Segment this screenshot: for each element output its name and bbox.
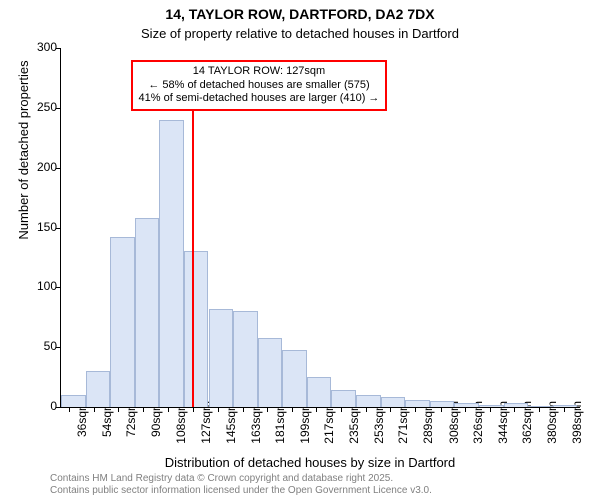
x-tick-mark <box>118 407 119 412</box>
chart-title: 14, TAYLOR ROW, DARTFORD, DA2 7DX <box>0 6 600 22</box>
x-tick-label: 72sqm <box>124 401 138 457</box>
chart-container: { "chart": { "type": "histogram", "title… <box>0 0 600 500</box>
property-marker-line <box>192 60 194 407</box>
y-tick-label: 250 <box>23 100 57 114</box>
x-tick-mark <box>168 407 169 412</box>
x-tick-mark <box>143 407 144 412</box>
x-tick-mark <box>341 407 342 412</box>
x-tick-mark <box>316 407 317 412</box>
x-tick-mark <box>267 407 268 412</box>
histogram-bar <box>553 405 578 407</box>
x-tick-label: 253sqm <box>372 401 386 457</box>
y-tick-label: 200 <box>23 160 57 174</box>
x-tick-mark <box>94 407 95 412</box>
y-tick-mark <box>56 48 61 49</box>
x-tick-label: 36sqm <box>75 401 89 457</box>
y-tick-label: 50 <box>23 339 57 353</box>
histogram-bar <box>159 120 184 407</box>
x-tick-mark <box>218 407 219 412</box>
histogram-bar <box>430 401 455 407</box>
histogram-bar <box>258 338 283 407</box>
x-tick-label: 163sqm <box>249 401 263 457</box>
x-tick-label: 217sqm <box>322 401 336 457</box>
histogram-bar <box>356 395 381 407</box>
x-tick-mark <box>69 407 70 412</box>
y-tick-label: 0 <box>23 399 57 413</box>
y-tick-label: 100 <box>23 279 57 293</box>
x-tick-mark <box>564 407 565 412</box>
histogram-bar <box>504 403 529 407</box>
x-tick-label: 344sqm <box>496 401 510 457</box>
histogram-bar <box>454 403 479 407</box>
x-tick-label: 398sqm <box>570 401 584 457</box>
histogram-bar <box>135 218 160 407</box>
x-tick-mark <box>539 407 540 412</box>
histogram-bar <box>61 395 86 407</box>
x-tick-mark <box>441 407 442 412</box>
x-tick-label: 362sqm <box>520 401 534 457</box>
x-tick-mark <box>415 407 416 412</box>
histogram-bar <box>528 406 553 407</box>
x-tick-label: 108sqm <box>174 401 188 457</box>
x-tick-mark <box>193 407 194 412</box>
histogram-bar <box>110 237 135 407</box>
x-tick-label: 90sqm <box>149 401 163 457</box>
histogram-bar <box>331 390 356 407</box>
x-tick-mark <box>243 407 244 412</box>
y-tick-mark <box>56 287 61 288</box>
x-tick-mark <box>490 407 491 412</box>
annotation-line-2: ← 58% of detached houses are smaller (57… <box>139 79 380 93</box>
x-tick-label: 235sqm <box>347 401 361 457</box>
x-tick-label: 271sqm <box>396 401 410 457</box>
annotation-line-3: 41% of semi-detached houses are larger (… <box>139 92 380 106</box>
histogram-bar <box>282 350 307 407</box>
y-tick-label: 150 <box>23 220 57 234</box>
y-tick-mark <box>56 347 61 348</box>
y-tick-mark <box>56 407 61 408</box>
chart-subtitle: Size of property relative to detached ho… <box>0 26 600 41</box>
histogram-bar <box>307 377 332 407</box>
y-tick-label: 300 <box>23 40 57 54</box>
histogram-bar <box>381 397 406 407</box>
x-tick-label: 308sqm <box>447 401 461 457</box>
x-tick-mark <box>465 407 466 412</box>
x-axis-label: Distribution of detached houses by size … <box>50 455 570 470</box>
x-tick-mark <box>366 407 367 412</box>
y-tick-mark <box>56 108 61 109</box>
footer-line-1: Contains HM Land Registry data © Crown c… <box>50 473 432 485</box>
y-tick-mark <box>56 168 61 169</box>
x-tick-mark <box>292 407 293 412</box>
histogram-bar <box>479 405 504 407</box>
x-tick-label: 380sqm <box>545 401 559 457</box>
x-tick-mark <box>514 407 515 412</box>
annotation-line-1: 14 TAYLOR ROW: 127sqm <box>139 65 380 79</box>
x-tick-mark <box>390 407 391 412</box>
x-tick-label: 127sqm <box>199 401 213 457</box>
footer-attribution: Contains HM Land Registry data © Crown c… <box>50 473 432 496</box>
annotation-box: 14 TAYLOR ROW: 127sqm← 58% of detached h… <box>131 60 388 111</box>
x-tick-label: 145sqm <box>224 401 238 457</box>
histogram-bar <box>184 251 209 407</box>
x-tick-label: 289sqm <box>421 401 435 457</box>
x-tick-label: 181sqm <box>273 401 287 457</box>
histogram-bar <box>405 400 430 407</box>
histogram-bar <box>233 311 258 407</box>
x-tick-label: 54sqm <box>100 401 114 457</box>
histogram-bar <box>86 371 111 407</box>
y-tick-mark <box>56 228 61 229</box>
x-tick-label: 326sqm <box>471 401 485 457</box>
histogram-bar <box>209 309 234 407</box>
plot-area: 05010015020025030036sqm54sqm72sqm90sqm10… <box>60 48 580 408</box>
footer-line-2: Contains public sector information licen… <box>50 485 432 497</box>
x-tick-label: 199sqm <box>298 401 312 457</box>
